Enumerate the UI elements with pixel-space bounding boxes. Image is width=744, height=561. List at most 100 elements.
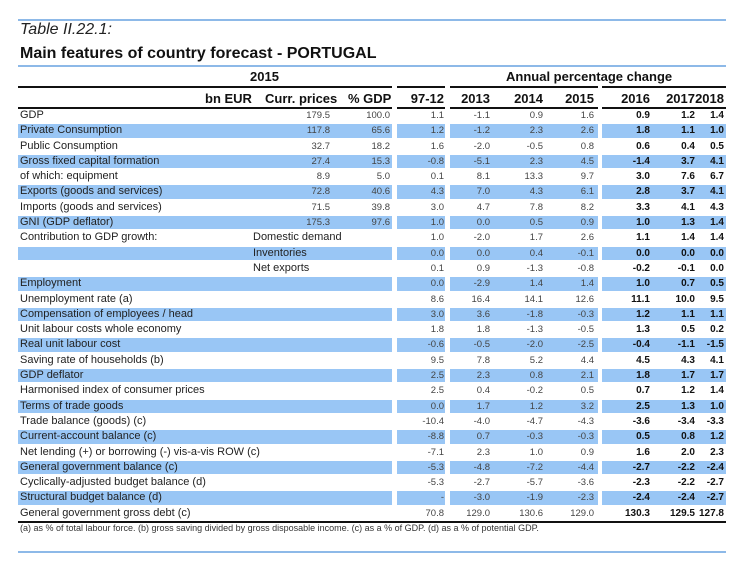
row-band bbox=[602, 460, 726, 475]
header-year: 2017 bbox=[666, 91, 695, 106]
row-band bbox=[397, 277, 445, 291]
cell-value: 1.2 bbox=[681, 110, 695, 121]
header-year: 2015 bbox=[565, 91, 594, 106]
cell-value: 1.3 bbox=[681, 400, 695, 412]
row-band bbox=[602, 491, 726, 505]
header-curr-prices: Curr. prices bbox=[265, 91, 338, 106]
cell-value: 3.7 bbox=[681, 155, 695, 167]
cell-value: 10.0 bbox=[675, 293, 695, 305]
row-band bbox=[18, 338, 392, 352]
cell-value: 1.3 bbox=[681, 217, 695, 229]
row-band bbox=[18, 460, 392, 475]
row-band bbox=[18, 430, 392, 444]
cell-value: -0.1 bbox=[677, 262, 695, 274]
cell-value: -1.3 bbox=[526, 324, 543, 336]
cell-value: -0.4 bbox=[632, 339, 650, 351]
cell-value: -7.2 bbox=[526, 461, 543, 473]
table-row: Exports (goods and services) 72.8 40.6 4.3 7… bbox=[18, 184, 726, 199]
cell-value: 129.0 bbox=[570, 507, 594, 519]
cell-value: -2.9 bbox=[473, 278, 490, 290]
cell-value: 0.4 bbox=[476, 385, 490, 397]
header-annual-group: Annual percentage change bbox=[506, 69, 673, 84]
row-label: Employment bbox=[20, 277, 82, 290]
cell-value: -2.0 bbox=[526, 339, 543, 351]
cell-value: 0.0 bbox=[430, 400, 444, 412]
header-pct-gdp: % GDP bbox=[348, 91, 392, 106]
cell-value: 2.6 bbox=[580, 232, 594, 244]
row-band bbox=[18, 307, 392, 322]
cell-pct-gdp: 15.3 bbox=[371, 155, 391, 167]
cell-value: -0.6 bbox=[427, 339, 444, 351]
cell-value: 0.6 bbox=[636, 140, 650, 152]
cell-value: 2.3 bbox=[529, 125, 543, 137]
cell-value: -1.8 bbox=[526, 308, 543, 320]
cell-value: 1.8 bbox=[476, 324, 490, 336]
cell-value: -2.7 bbox=[706, 492, 724, 504]
row-band bbox=[18, 399, 392, 413]
row-band bbox=[397, 154, 445, 169]
cell-value: -2.7 bbox=[632, 461, 650, 473]
cell-value: 0.0 bbox=[710, 247, 724, 259]
cell-value: 1.4 bbox=[681, 232, 695, 244]
row-band bbox=[397, 246, 445, 260]
table-row: Inventories 0.0 0.0 0.4 -0.1 0.0 0.0 0.0 bbox=[18, 246, 726, 261]
row-band bbox=[450, 124, 598, 138]
cell-value: 0.5 bbox=[580, 385, 594, 397]
footnote: (a) as % of total labour force. (b) gros… bbox=[20, 523, 539, 533]
rule-cols-forecast bbox=[602, 107, 726, 109]
cell-value: -4.7 bbox=[526, 415, 543, 427]
row-band bbox=[397, 307, 445, 322]
header-year: 2016 bbox=[621, 91, 650, 106]
row-band bbox=[450, 460, 598, 475]
cell-value: -1.4 bbox=[632, 155, 650, 167]
row-band bbox=[602, 185, 726, 199]
cell-value: 0.5 bbox=[710, 278, 724, 290]
cell-value: 0.0 bbox=[710, 262, 724, 274]
cell-value: 12.6 bbox=[575, 293, 595, 305]
table-row: Unit labour costs whole economy 1.8 1.8 -1.… bbox=[18, 322, 726, 337]
cell-value: 1.2 bbox=[529, 400, 543, 412]
cell-curr-prices: 72.8 bbox=[311, 186, 331, 198]
cell-value: 1.1 bbox=[710, 308, 724, 320]
cell-value: 5.2 bbox=[529, 354, 543, 366]
cell-value: 0.4 bbox=[529, 247, 543, 259]
row-band bbox=[450, 185, 598, 199]
cell-value: 3.0 bbox=[636, 171, 650, 183]
rule-9712-group bbox=[397, 86, 445, 88]
rule-cols-9712 bbox=[397, 107, 445, 109]
cell-curr-prices: 27.4 bbox=[311, 155, 331, 167]
row-label: Private Consumption bbox=[20, 124, 123, 137]
row-label: Net lending (+) or borrowing (-) vis-a-v… bbox=[20, 445, 260, 458]
row-label: of which: equipment bbox=[20, 170, 118, 183]
cell-value: -5.7 bbox=[526, 477, 543, 489]
table-number: Table II.22.1: bbox=[20, 21, 112, 38]
cell-value: 0.9 bbox=[580, 217, 594, 229]
cell-value: 0.0 bbox=[476, 247, 490, 259]
table-title: Main features of country forecast - PORT… bbox=[20, 45, 377, 62]
cell-value: 4.5 bbox=[636, 354, 650, 366]
cell-value: 0.9 bbox=[476, 262, 490, 274]
cell-value: -0.5 bbox=[526, 140, 543, 152]
table-row: Contribution to GDP growth: Domestic dema… bbox=[18, 230, 726, 245]
cell-value: 1.8 bbox=[430, 324, 444, 336]
row-label: GDP deflator bbox=[20, 369, 84, 382]
cell-value: -1.1 bbox=[677, 339, 695, 351]
cell-value: 4.3 bbox=[710, 201, 724, 213]
cell-value: 4.7 bbox=[476, 201, 490, 213]
cell-pct-gdp: 18.2 bbox=[371, 140, 391, 152]
cell-value: 0.0 bbox=[681, 247, 695, 259]
table-row: Unemployment rate (a) 8.6 16.4 14.1 12.6 11.1… bbox=[18, 292, 726, 307]
cell-value: 1.1 bbox=[636, 232, 650, 244]
row-label: Saving rate of households (b) bbox=[20, 353, 164, 366]
cell-value: -1.5 bbox=[706, 339, 724, 351]
table-row: Employment 0.0 -2.9 1.4 1.4 1.0 0.7 0.5 bbox=[18, 276, 726, 291]
row-band bbox=[18, 246, 392, 260]
cell-value: 130.6 bbox=[519, 507, 543, 519]
cell-value: 1.6 bbox=[430, 140, 444, 152]
cell-value: 4.1 bbox=[710, 155, 724, 167]
cell-value: -10.4 bbox=[422, 415, 444, 427]
cell-pct-gdp: 40.6 bbox=[371, 186, 391, 198]
table-row: GDP deflator 2.5 2.3 0.8 2.1 1.8 1.7 1.7 bbox=[18, 368, 726, 383]
cell-value: 1.4 bbox=[710, 217, 724, 229]
row-band bbox=[450, 369, 598, 383]
